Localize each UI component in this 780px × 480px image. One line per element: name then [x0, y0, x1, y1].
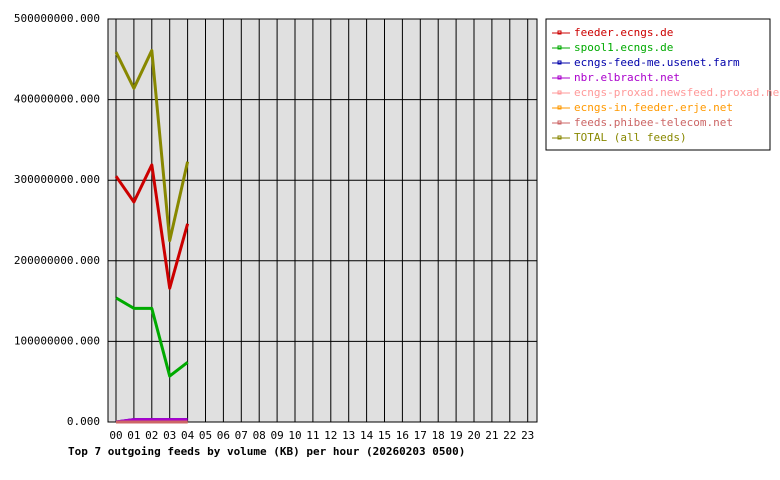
- legend-marker: [557, 120, 562, 125]
- x-tick-label: 06: [217, 429, 230, 442]
- x-tick-label: 15: [378, 429, 391, 442]
- chart-title: Top 7 outgoing feeds by volume (KB) per …: [68, 445, 465, 458]
- legend-marker: [557, 135, 562, 140]
- plot-area: [107, 18, 538, 423]
- legend-marker: [557, 90, 562, 95]
- x-tick-label: 08: [253, 429, 266, 442]
- legend-marker: [557, 105, 562, 110]
- legend-marker: [557, 30, 562, 35]
- series-line: [114, 163, 190, 290]
- legend-label: ecngs-proxad.newsfeed.proxad.net: [574, 86, 780, 99]
- legend-label: spool1.ecngs.de: [574, 41, 673, 54]
- x-tick-label: 07: [235, 429, 248, 442]
- y-tick-label: 400000000.000: [14, 93, 100, 106]
- y-tick-label: 300000000.000: [14, 173, 100, 186]
- x-tick-label: 14: [360, 429, 374, 442]
- legend-label: nbr.elbracht.net: [574, 71, 680, 84]
- x-tick-label: 12: [324, 429, 337, 442]
- x-tick-label: 17: [414, 429, 427, 442]
- x-tick-label: 05: [199, 429, 212, 442]
- series-line: [115, 296, 189, 378]
- legend-label: ecngs-feed-me.usenet.farm: [574, 56, 740, 69]
- x-tick-label: 09: [270, 429, 283, 442]
- x-tick-label: 22: [503, 429, 516, 442]
- y-tick-label: 500000000.000: [14, 12, 100, 25]
- legend-label: feeder.ecngs.de: [574, 26, 673, 39]
- y-tick-label: 100000000.000: [14, 334, 100, 347]
- y-tick-label: 0.000: [67, 415, 100, 428]
- y-tick-label: 200000000.000: [14, 254, 100, 267]
- x-tick-label: 04: [181, 429, 195, 442]
- x-tick-label: 02: [145, 429, 158, 442]
- x-tick-label: 20: [467, 429, 480, 442]
- series-line: [114, 48, 190, 243]
- legend-marker: [557, 60, 562, 65]
- legend-label: ecngs-in.feeder.erje.net: [574, 101, 733, 114]
- legend-marker: [557, 45, 562, 50]
- x-tick-label: 13: [342, 429, 355, 442]
- legend-label: TOTAL (all feeds): [574, 131, 687, 144]
- x-tick-label: 00: [109, 429, 122, 442]
- legend-box: [545, 18, 771, 151]
- series-line: [115, 418, 188, 424]
- legend-label: feeds.phibee-telecom.net: [574, 116, 733, 129]
- x-tick-label: 21: [485, 429, 498, 442]
- x-tick-label: 18: [432, 429, 445, 442]
- x-tick-label: 16: [396, 429, 409, 442]
- x-tick-label: 11: [306, 429, 319, 442]
- x-tick-label: 23: [521, 429, 534, 442]
- legend-marker: [557, 75, 562, 80]
- x-tick-label: 10: [288, 429, 301, 442]
- x-tick-label: 03: [163, 429, 176, 442]
- x-tick-label: 19: [449, 429, 462, 442]
- x-tick-label: 01: [127, 429, 140, 442]
